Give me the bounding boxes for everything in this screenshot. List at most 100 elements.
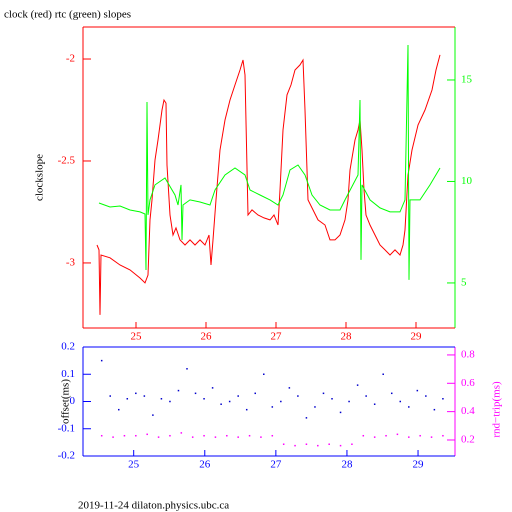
point xyxy=(194,392,197,395)
point xyxy=(382,373,384,375)
point xyxy=(385,434,387,437)
point xyxy=(169,400,171,403)
point xyxy=(339,444,342,447)
point xyxy=(237,395,239,397)
point xyxy=(109,395,111,397)
y2-tick-label: 0.6 xyxy=(461,377,475,389)
y-axis-label: clockslope xyxy=(34,154,46,201)
x-tick-label: 25 xyxy=(130,331,142,343)
x-tick-label: 25 xyxy=(128,459,140,471)
point xyxy=(317,444,319,447)
point xyxy=(214,436,217,438)
point xyxy=(191,436,194,438)
x-tick-label: 26 xyxy=(199,459,211,471)
y-tick-label: 0.1 xyxy=(61,368,75,380)
point xyxy=(203,434,205,437)
y-tick-label: -2.5 xyxy=(58,155,76,167)
point xyxy=(331,398,333,400)
point xyxy=(399,400,402,403)
y2-tick-label: 0.8 xyxy=(461,348,475,360)
point xyxy=(365,395,367,397)
point xyxy=(260,436,262,438)
chart-title: clock (red) rtc (green) slopes xyxy=(4,9,131,21)
point xyxy=(288,387,291,389)
series-line xyxy=(98,44,441,280)
point xyxy=(433,408,436,411)
point xyxy=(228,400,231,403)
point xyxy=(112,436,114,438)
y-tick-label: -2 xyxy=(66,53,75,65)
point xyxy=(305,417,308,419)
x-tick-label: 27 xyxy=(270,459,282,471)
point xyxy=(177,389,180,392)
point xyxy=(408,436,410,438)
point xyxy=(100,434,103,437)
point xyxy=(237,436,239,438)
point xyxy=(135,434,137,437)
x-tick-label: 29 xyxy=(413,459,425,471)
point xyxy=(351,443,353,445)
point xyxy=(362,434,365,437)
point xyxy=(157,436,160,438)
y2-tick-label: 10 xyxy=(461,175,473,187)
point xyxy=(248,434,251,437)
point xyxy=(271,434,274,437)
point xyxy=(294,444,296,447)
y-axis-label: offset(ms) xyxy=(60,379,72,424)
point xyxy=(160,398,163,400)
point xyxy=(280,400,282,403)
point xyxy=(328,443,330,445)
point xyxy=(211,387,214,389)
point xyxy=(396,433,399,436)
point xyxy=(314,406,316,408)
point xyxy=(263,373,265,375)
point xyxy=(408,406,410,408)
point xyxy=(282,443,285,445)
y2-axis-label: rnd−trip(ms) xyxy=(491,381,503,438)
y-tick-label: 0 xyxy=(70,395,76,407)
point xyxy=(118,408,120,411)
y2-tick-label: 15 xyxy=(461,74,473,86)
x-tick-label: 27 xyxy=(271,331,283,343)
point xyxy=(203,398,205,400)
y2-tick-label: 0.4 xyxy=(461,405,475,417)
point xyxy=(146,433,148,436)
y2-tick-label: 5 xyxy=(461,276,467,288)
point xyxy=(226,434,228,437)
point xyxy=(419,434,421,437)
y-tick-label: -0.2 xyxy=(58,450,75,462)
point xyxy=(430,436,433,438)
point xyxy=(180,432,183,434)
y-tick-label: 0.2 xyxy=(61,341,75,353)
y-tick-label: -0.1 xyxy=(58,422,75,434)
point xyxy=(297,395,299,397)
point xyxy=(169,434,171,437)
point xyxy=(339,411,342,414)
y2-tick-label: 0.2 xyxy=(461,434,475,446)
point xyxy=(123,434,126,437)
point xyxy=(442,398,444,400)
point xyxy=(126,398,129,400)
point xyxy=(220,403,222,405)
point xyxy=(152,414,154,416)
point xyxy=(356,384,359,386)
x-tick-label: 28 xyxy=(341,331,353,343)
x-tick-label: 29 xyxy=(411,331,423,343)
point xyxy=(135,392,137,395)
point xyxy=(245,408,248,411)
point xyxy=(305,443,308,445)
point xyxy=(143,395,146,397)
footer: 2019-11-24 dilaton.physics.ubc.ca xyxy=(78,500,229,512)
point xyxy=(271,406,274,408)
point xyxy=(348,400,350,403)
x-tick-label: 26 xyxy=(200,331,212,343)
x-tick-label: 28 xyxy=(341,459,353,471)
y-tick-label: -3 xyxy=(66,256,76,268)
point xyxy=(425,395,427,397)
point xyxy=(254,392,256,395)
point xyxy=(373,436,376,438)
point xyxy=(100,359,103,362)
point xyxy=(322,392,325,395)
